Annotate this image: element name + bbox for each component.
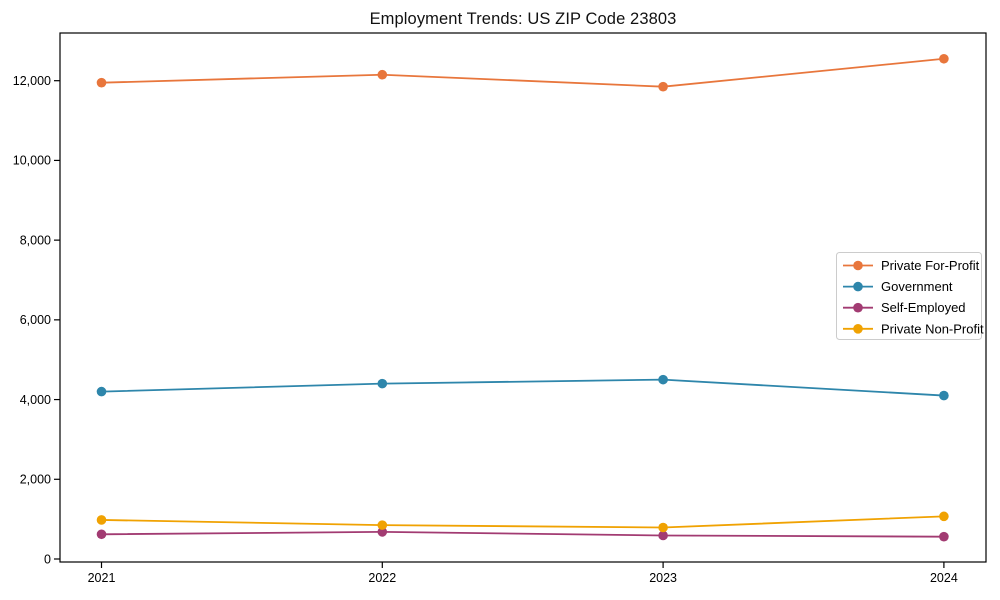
y-tick-label: 0 <box>44 552 51 566</box>
series-line-private-non-profit <box>100 515 945 529</box>
x-tick-label-2022: 2022 <box>368 571 396 585</box>
legend-box <box>836 252 982 340</box>
axes-frame <box>59 32 987 563</box>
series-line-private-for-profit <box>100 57 945 88</box>
legend-label-private-non-profit: Private Non-Profit <box>881 321 984 336</box>
x-tick-label-2021: 2021 <box>88 571 116 585</box>
data-point-government-2024 <box>939 390 949 401</box>
data-point-private-non-profit-2023 <box>658 522 668 533</box>
data-point-government-2021 <box>96 386 107 397</box>
legend-marker-private-non-profit <box>853 324 863 334</box>
legend-marker-private-for-profit <box>853 260 863 271</box>
y-tick-label: 6,000 <box>20 313 51 327</box>
legend-label-self-employed: Self-Employed <box>881 300 966 315</box>
data-point-private-for-profit-2023 <box>658 81 668 92</box>
data-point-private-non-profit-2022 <box>377 520 388 530</box>
y-tick-label: 12,000 <box>13 74 51 88</box>
data-point-self-employed-2024 <box>939 531 949 542</box>
y-tick-label: 2,000 <box>20 473 51 487</box>
x-tick-label-2023: 2023 <box>649 571 677 585</box>
y-tick-label: 10,000 <box>13 154 51 168</box>
series-line-self-employed <box>100 530 945 538</box>
y-tick-label: 4,000 <box>20 393 51 407</box>
data-point-private-non-profit-2021 <box>96 515 107 525</box>
chart-title: Employment Trends: US ZIP Code 23803 <box>369 10 677 28</box>
data-point-self-employed-2021 <box>96 529 107 540</box>
legend-marker-self-employed <box>853 302 863 313</box>
x-tick-label-2024: 2024 <box>930 571 958 585</box>
y-tick-label: 8,000 <box>20 233 51 247</box>
data-point-private-for-profit-2024 <box>939 53 949 64</box>
data-point-private-for-profit-2021 <box>96 77 107 88</box>
data-point-private-for-profit-2022 <box>377 69 388 80</box>
data-point-self-employed-2023 <box>658 530 668 541</box>
legend-label-private-for-profit: Private For-Profit <box>881 258 980 273</box>
series-line-government <box>100 378 945 397</box>
data-point-government-2023 <box>658 374 668 385</box>
legend-label-government: Government <box>881 279 953 294</box>
data-point-private-non-profit-2024 <box>939 511 949 522</box>
legend-marker-government <box>853 281 863 292</box>
data-point-government-2022 <box>377 378 388 389</box>
data-point-self-employed-2022 <box>377 527 388 537</box>
